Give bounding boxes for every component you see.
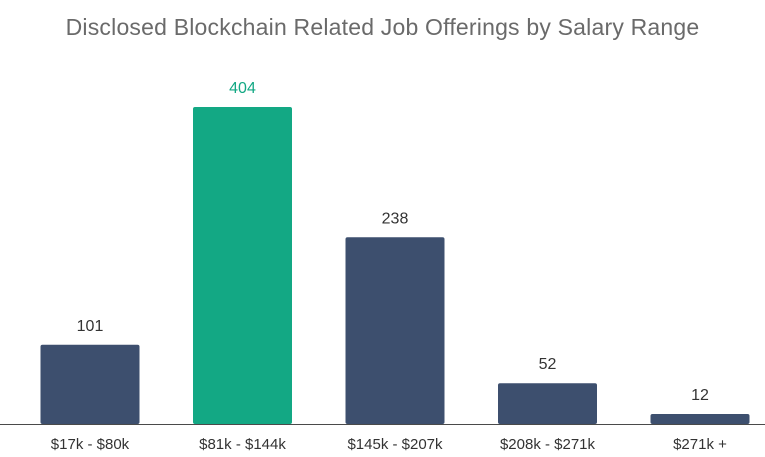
bar-2 bbox=[345, 237, 445, 424]
bar-4 bbox=[650, 414, 750, 424]
data-label-4: 12 bbox=[691, 387, 709, 404]
x-tick-label-3: $208k - $271k bbox=[500, 436, 596, 453]
x-tick-label-1: $81k - $144k bbox=[199, 436, 286, 453]
data-label-2: 238 bbox=[382, 210, 409, 227]
bar-1 bbox=[193, 107, 292, 424]
bar-0 bbox=[40, 344, 140, 424]
data-label-3: 52 bbox=[539, 356, 557, 373]
chart-title: Disclosed Blockchain Related Job Offerin… bbox=[65, 14, 700, 40]
data-label-0: 101 bbox=[77, 318, 104, 335]
x-tick-label-4: $271k + bbox=[673, 436, 727, 453]
data-label-1: 404 bbox=[229, 80, 256, 97]
bar-3 bbox=[498, 383, 597, 424]
x-tick-label-2: $145k - $207k bbox=[347, 436, 443, 453]
x-tick-label-0: $17k - $80k bbox=[51, 436, 130, 453]
